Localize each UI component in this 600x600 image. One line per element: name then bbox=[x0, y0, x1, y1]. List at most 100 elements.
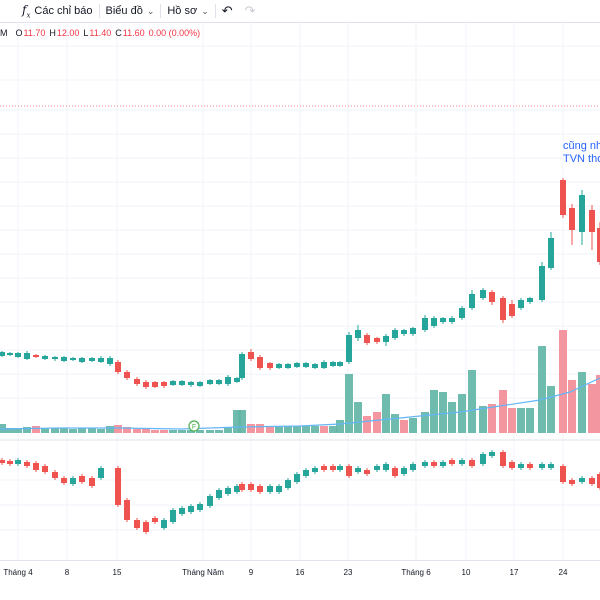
compare-candle-body bbox=[294, 474, 300, 482]
candle-body bbox=[0, 352, 5, 356]
compare-candle-body bbox=[98, 468, 104, 478]
chart-canvas[interactable]: F bbox=[0, 0, 600, 560]
low-label: L bbox=[83, 28, 89, 38]
volume-bar bbox=[284, 426, 292, 433]
volume-bar bbox=[14, 428, 22, 433]
volume-bar bbox=[559, 330, 567, 433]
open-value: 11.70 bbox=[23, 28, 46, 38]
compare-candle-body bbox=[79, 476, 85, 482]
volume-bar bbox=[448, 402, 456, 433]
candle-body bbox=[449, 318, 455, 322]
indicators-label: Các chỉ báo bbox=[34, 5, 93, 17]
volume-bar bbox=[508, 408, 516, 433]
compare-candle-body bbox=[449, 460, 455, 464]
compare-candle-body bbox=[560, 466, 566, 482]
compare-candle-body bbox=[392, 468, 398, 476]
volume-bar bbox=[430, 390, 438, 433]
event-marker-circle bbox=[188, 420, 200, 432]
compare-candle-body bbox=[170, 510, 176, 522]
volume-bar bbox=[187, 430, 195, 433]
time-axis[interactable]: Tháng 4 8 15 Tháng Năm 9 16 23 Tháng 6 1… bbox=[0, 560, 600, 585]
compare-candle-body bbox=[234, 486, 240, 492]
volume-bar bbox=[547, 386, 555, 433]
candle-body bbox=[70, 358, 76, 360]
candle-body bbox=[431, 318, 437, 326]
compare-candle-body bbox=[500, 452, 506, 466]
annotation-line-1: cũng nh bbox=[563, 140, 600, 152]
compare-candle-body bbox=[239, 484, 245, 490]
candle-body bbox=[115, 362, 121, 372]
volume-bar bbox=[106, 426, 114, 433]
candle-body bbox=[267, 363, 273, 368]
compare-candle-body bbox=[42, 466, 48, 472]
compare-candle-body bbox=[337, 466, 343, 470]
compare-candle-body bbox=[225, 488, 231, 494]
volume-bar bbox=[336, 420, 344, 433]
x-tick-label: 15 bbox=[112, 568, 122, 577]
chart-annotation[interactable]: cũng nh TVN tho bbox=[563, 140, 600, 166]
candle-body bbox=[489, 292, 495, 302]
volume-bar bbox=[266, 427, 274, 433]
compare-candle-body bbox=[330, 466, 336, 470]
event-marker-label: F bbox=[192, 424, 196, 431]
x-tick-label: 23 bbox=[343, 568, 353, 577]
volume-bar bbox=[409, 418, 417, 433]
indicators-button[interactable]: fx Các chỉ báo bbox=[0, 0, 99, 22]
candle-body bbox=[216, 380, 222, 384]
volume-bar bbox=[538, 346, 546, 433]
toolbar: fx Các chỉ báo Biểu đồ ⌄ Hồ sơ ⌄ ↶ ↷ bbox=[0, 0, 600, 23]
profile-menu-button[interactable]: Hồ sơ ⌄ bbox=[161, 0, 214, 22]
candle-body bbox=[79, 358, 85, 362]
volume-bar bbox=[247, 424, 255, 433]
x-tick-label: Tháng Năm bbox=[182, 568, 224, 577]
volume-bar bbox=[88, 428, 96, 433]
candle-body bbox=[124, 372, 130, 378]
candle-body bbox=[321, 362, 327, 368]
candle-body bbox=[257, 357, 263, 368]
compare-candle-body bbox=[89, 478, 95, 486]
compare-candle-body bbox=[152, 518, 158, 522]
compare-candle-body bbox=[248, 484, 254, 490]
candle-body bbox=[197, 382, 203, 386]
candle-body bbox=[480, 290, 486, 298]
compare-candle-body bbox=[346, 466, 352, 476]
candle-body bbox=[383, 336, 389, 342]
compare-candle-body bbox=[179, 508, 185, 514]
volume-bar bbox=[345, 374, 353, 433]
candle-body bbox=[303, 363, 309, 367]
volume-bar bbox=[588, 384, 596, 433]
candle-body bbox=[312, 364, 318, 368]
candle-body bbox=[401, 330, 407, 334]
profile-menu-label: Hồ sơ bbox=[167, 5, 198, 17]
candle-body bbox=[239, 354, 245, 378]
x-tick-label: 16 bbox=[295, 568, 305, 577]
compare-candle-body bbox=[527, 464, 533, 468]
x-tick-label: 10 bbox=[461, 568, 471, 577]
candle-body bbox=[422, 318, 428, 330]
compare-candle-body bbox=[383, 464, 389, 470]
volume-bar bbox=[382, 394, 390, 433]
compare-candle-body bbox=[70, 478, 76, 484]
compare-candle-body bbox=[143, 522, 149, 532]
candle-body bbox=[276, 364, 282, 368]
undo-icon[interactable]: ↶ bbox=[221, 3, 233, 18]
volume-ma-line bbox=[0, 377, 600, 430]
candle-body bbox=[509, 304, 515, 316]
ohlc-legend: M O 11.70 H 12.00 L 11.40 C 11.60 0.00 (… bbox=[0, 25, 204, 41]
candle-body bbox=[469, 294, 475, 308]
compare-candle-body bbox=[216, 490, 222, 498]
redo-icon[interactable]: ↷ bbox=[244, 3, 256, 18]
compare-candle-body bbox=[115, 468, 121, 505]
volume-bar bbox=[224, 428, 232, 433]
compare-candle-body bbox=[422, 462, 428, 466]
candle-body bbox=[107, 358, 113, 364]
volume-bar bbox=[133, 429, 141, 433]
volume-bar bbox=[391, 414, 399, 433]
candle-body bbox=[285, 364, 291, 368]
volume-bar bbox=[256, 424, 264, 433]
volume-bar bbox=[60, 428, 68, 433]
chart-menu-button[interactable]: Biểu đồ ⌄ bbox=[100, 0, 161, 22]
volume-bar bbox=[160, 430, 168, 433]
open-label: O bbox=[15, 28, 23, 38]
compare-candle-body bbox=[276, 486, 282, 492]
